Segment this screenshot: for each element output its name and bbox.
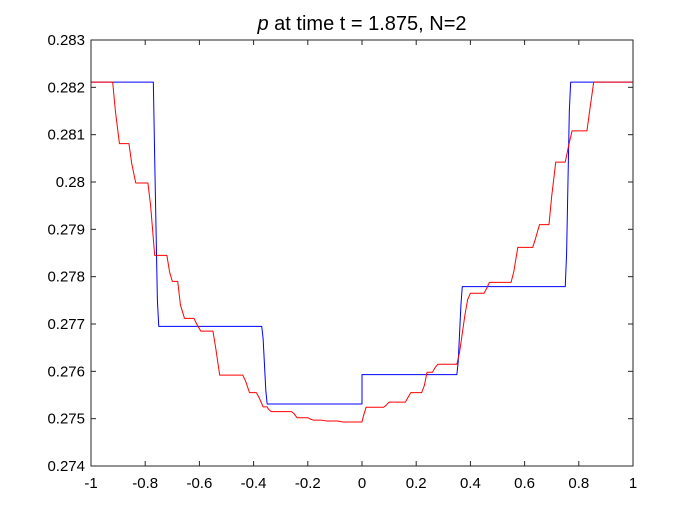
x-tick-label: 0.4	[460, 475, 481, 492]
y-tick-label: 0.275	[47, 411, 85, 428]
x-tick-label: -0.6	[186, 475, 212, 492]
x-tick-label: 0	[358, 475, 366, 492]
series-layer	[91, 81, 633, 423]
y-tick-label: 0.281	[47, 127, 85, 144]
x-tick-label: 0.6	[514, 475, 535, 492]
axes-layer: -1 -0.8 -0.6 -0.4 -0.2 0 0.2 0.4 0.6 0.8 1 0.274 0.2…	[47, 32, 637, 492]
plot-frame	[90, 39, 634, 467]
x-tick-label: -1	[84, 475, 97, 492]
x-tick-label: 1	[629, 475, 637, 492]
chart-title-text: at time t = 1.875, N=2	[269, 13, 467, 35]
series-line-red	[91, 81, 633, 423]
y-tick-label: 0.278	[47, 269, 85, 286]
x-tick-label: -0.8	[132, 475, 158, 492]
y-tick-label: 0.28	[56, 174, 85, 191]
x-tick-label: -0.4	[241, 475, 267, 492]
x-tick-label: 0.8	[568, 475, 589, 492]
y-tick-label: 0.277	[47, 316, 85, 333]
chart-title-symbol: p	[256, 13, 268, 35]
y-tick-label: 0.279	[47, 221, 85, 238]
y-tick-label: 0.282	[47, 79, 85, 96]
y-tick-label: 0.276	[47, 363, 85, 380]
y-tick-label: 0.274	[47, 458, 85, 475]
x-tick-label: 0.2	[406, 475, 427, 492]
series-line-blue	[91, 81, 633, 405]
y-tick-label: 0.283	[47, 32, 85, 49]
chart-title: p at time t = 1.875, N=2	[256, 13, 466, 35]
x-tick-label: -0.2	[295, 475, 321, 492]
